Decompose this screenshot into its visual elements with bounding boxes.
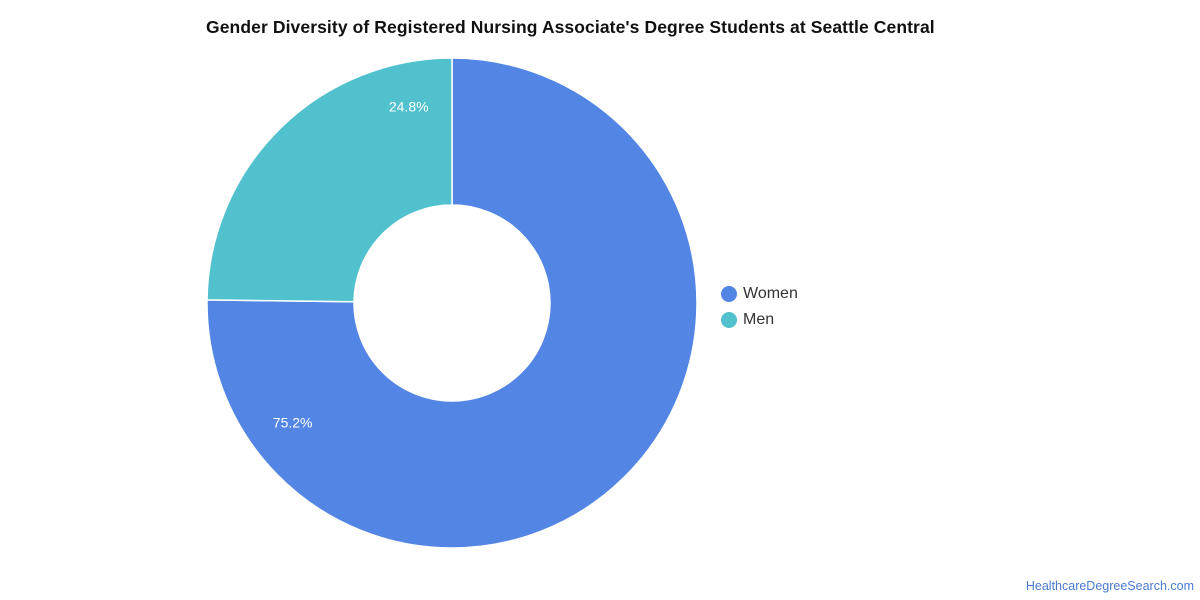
legend-label-women: Women <box>743 285 798 302</box>
legend-swatch-women <box>721 286 737 302</box>
legend-item-men[interactable]: Men <box>721 307 798 333</box>
donut-slice-women[interactable] <box>206 57 698 549</box>
donut-value-labels: 75.2% 24.8% <box>273 98 429 430</box>
chart-legend: Women Men <box>721 281 798 333</box>
value-label-women: 75.2% <box>273 415 313 431</box>
donut-slices <box>206 57 698 549</box>
legend-item-women[interactable]: Women <box>721 281 798 307</box>
donut-slice-men[interactable] <box>206 57 453 303</box>
source-watermark[interactable]: HealthcareDegreeSearch.com <box>1025 579 1194 593</box>
legend-swatch-men <box>721 312 737 328</box>
legend-label-men: Men <box>743 311 775 328</box>
chart-title: Gender Diversity of Registered Nursing A… <box>206 17 935 37</box>
value-label-men: 24.8% <box>389 98 429 114</box>
